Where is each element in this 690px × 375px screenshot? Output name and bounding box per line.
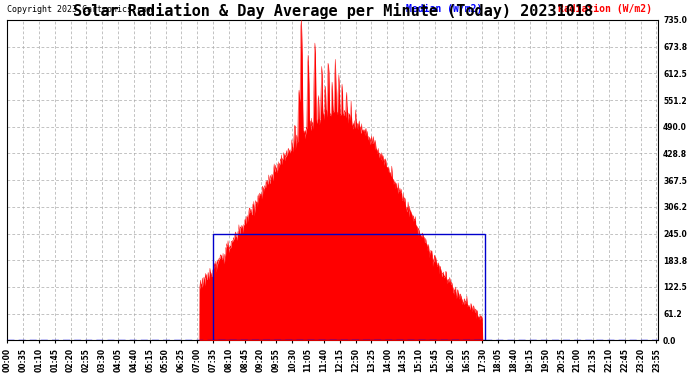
Title: Solar Radiation & Day Average per Minute (Today) 20231018: Solar Radiation & Day Average per Minute… <box>72 3 593 19</box>
Text: Median (W/m2): Median (W/m2) <box>406 3 482 13</box>
Text: Copyright 2023 Cartronics.com: Copyright 2023 Cartronics.com <box>8 4 152 13</box>
Text: Radiation (W/m2): Radiation (W/m2) <box>558 3 652 13</box>
Bar <box>213 234 484 340</box>
